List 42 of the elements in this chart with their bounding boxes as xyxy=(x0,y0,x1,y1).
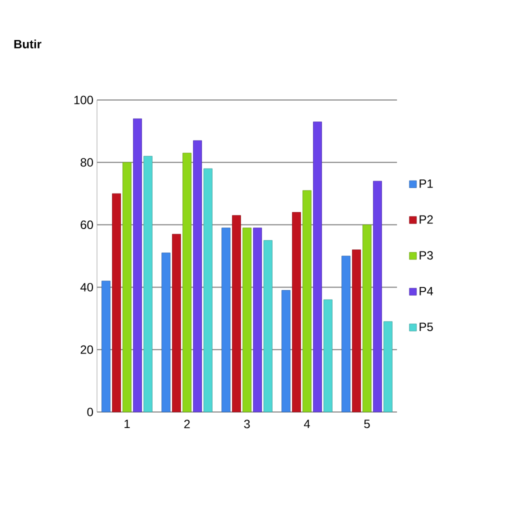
y-tick-label: 60 xyxy=(80,220,94,230)
bar xyxy=(133,118,142,412)
bar xyxy=(384,321,392,412)
bar xyxy=(182,152,192,412)
y-tick-label: 20 xyxy=(80,345,94,354)
y-tick-label: 0 xyxy=(87,408,94,416)
legend-label: P1 xyxy=(420,179,433,188)
bar xyxy=(112,193,121,412)
bar xyxy=(122,162,132,412)
bar xyxy=(222,228,230,412)
bar xyxy=(313,122,322,412)
bar xyxy=(302,190,312,412)
bar xyxy=(292,212,301,412)
bar xyxy=(162,252,170,412)
x-tick-label: 3 xyxy=(244,420,250,428)
bar xyxy=(324,299,332,412)
x-tick-label: 1 xyxy=(124,420,130,428)
legend-label: P4 xyxy=(420,286,434,296)
bar xyxy=(172,234,181,412)
legend-label: P3 xyxy=(420,251,433,260)
chart-title: Butir xyxy=(14,40,42,48)
legend-label: P2 xyxy=(420,215,433,224)
bar xyxy=(232,215,241,412)
y-tick-label: 40 xyxy=(80,282,94,292)
legend-label: P5 xyxy=(420,322,433,332)
bar xyxy=(282,290,290,412)
y-tick-label: 100 xyxy=(74,96,94,104)
bar xyxy=(342,256,350,412)
bar xyxy=(144,156,152,412)
x-tick-label: 5 xyxy=(364,420,370,428)
bar xyxy=(204,168,212,412)
x-tick-label: 2 xyxy=(184,420,190,428)
bar xyxy=(373,180,382,412)
bar xyxy=(264,240,272,412)
bar xyxy=(253,228,262,412)
bar xyxy=(102,280,110,412)
bar xyxy=(352,250,361,412)
x-tick-label: 4 xyxy=(304,420,310,428)
y-tick-label: 80 xyxy=(80,158,94,167)
bar xyxy=(242,228,252,412)
bar xyxy=(193,140,202,412)
bar xyxy=(362,224,372,412)
